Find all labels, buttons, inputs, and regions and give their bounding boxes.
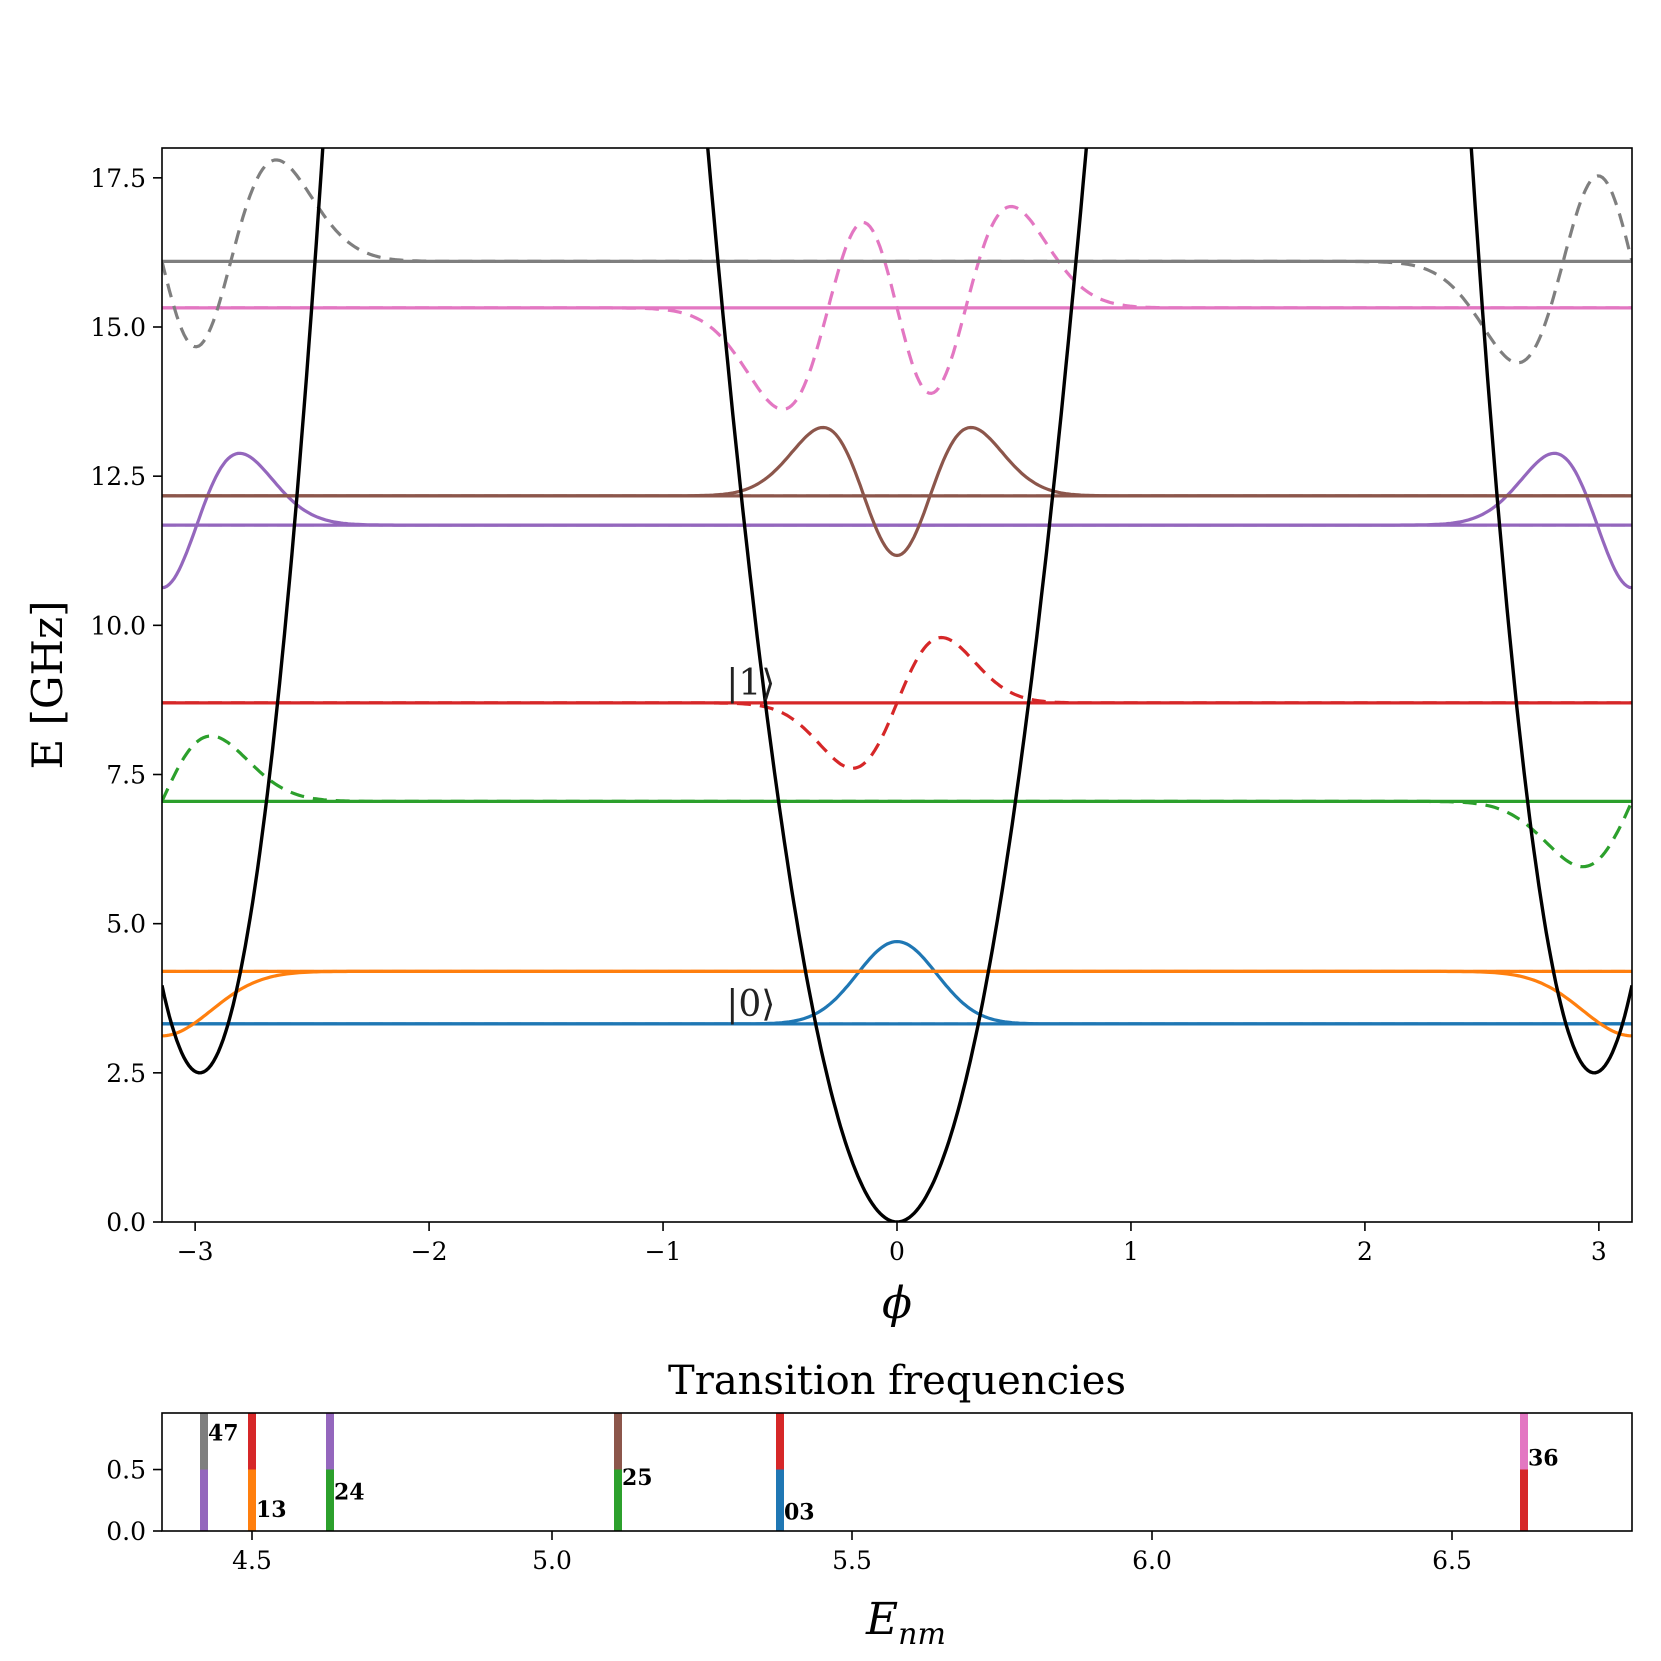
main-y-tick-label: 2.5 <box>106 1059 146 1088</box>
main-y-tick-label: 10.0 <box>90 611 146 640</box>
main-y-tick-label: 12.5 <box>90 462 146 491</box>
transition-y-tick-label: 0.5 <box>106 1456 146 1485</box>
main-x-tick-label: 1 <box>1123 1237 1139 1266</box>
main-x-axis-label: ϕ <box>882 1278 912 1329</box>
potential-curve <box>162 148 1632 1222</box>
transition-label-03: 03 <box>784 1499 815 1525</box>
transition-x-tick-label: 5.0 <box>532 1546 572 1575</box>
main-curves <box>162 148 1632 1222</box>
main-x-tick-label: −3 <box>177 1237 214 1266</box>
transition-x-axis-label-sub: nm <box>898 1617 946 1652</box>
transition-label-25: 25 <box>622 1465 653 1491</box>
state-label: |1⟩ <box>726 663 775 704</box>
transition-y-ticks: 0.0 0.5 <box>106 1456 162 1546</box>
main-y-tick-label: 0.0 <box>106 1208 146 1237</box>
state-label: |0⟩ <box>726 984 775 1025</box>
main-y-tick-label: 17.5 <box>90 164 146 193</box>
wavefunction-0 <box>162 939 1632 1026</box>
main-x-tick-label: −2 <box>411 1237 448 1266</box>
wavefunction-6 <box>162 204 1632 411</box>
transition-label-13: 13 <box>256 1497 287 1523</box>
wavefunction-5 <box>162 425 1632 558</box>
wavefunction-4 <box>162 451 1632 590</box>
wavefunction-3 <box>162 635 1632 770</box>
main-y-tick-label: 7.5 <box>106 761 146 790</box>
transition-labels: 47 13 24 25 03 36 <box>208 1421 1559 1526</box>
main-x-tick-label: −1 <box>645 1237 682 1266</box>
transition-title: Transition frequencies <box>668 1358 1126 1404</box>
main-y-tick-label: 5.0 <box>106 910 146 939</box>
transition-x-tick-label: 6.0 <box>1132 1546 1172 1575</box>
main-x-ticks: −3 −2 −1 0 1 2 3 <box>177 1222 1607 1266</box>
transition-label-36: 36 <box>1528 1445 1559 1471</box>
transition-frequencies-plot: Transition frequencies 4.5 5.0 5.5 6.0 6.5 0… <box>106 1358 1633 1652</box>
wavefunction-1 <box>162 969 1632 1038</box>
transition-plot-frame <box>161 1412 1633 1532</box>
transition-x-tick-label: 4.5 <box>232 1546 272 1575</box>
wavefunction-2 <box>162 734 1632 869</box>
main-y-axis-label: E [GHz] <box>23 600 72 769</box>
transition-y-tick-label: 0.0 <box>106 1517 146 1546</box>
main-y-ticks: 0.0 2.5 5.0 7.5 10.0 12.5 15.0 17.5 <box>90 164 162 1237</box>
transition-x-ticks: 4.5 5.0 5.5 6.0 6.5 <box>232 1531 1472 1575</box>
transition-x-tick-label: 5.5 <box>832 1546 872 1575</box>
transition-bars <box>200 1413 1528 1531</box>
transition-x-axis-label-main: E <box>865 1594 898 1645</box>
main-y-tick-label: 15.0 <box>90 313 146 342</box>
main-x-tick-label: 2 <box>1357 1237 1373 1266</box>
energy-levels-plot: −3 −2 −1 0 1 2 3 0.02.55.07.510.012.515.017.5 … <box>23 147 1633 1329</box>
transition-x-axis-label: Enm <box>865 1594 946 1652</box>
transition-label-47: 47 <box>208 1421 239 1447</box>
transition-x-tick-label: 6.5 <box>1432 1546 1472 1575</box>
transition-label-24: 24 <box>334 1480 365 1506</box>
wavefunction-7 <box>162 158 1632 365</box>
main-x-tick-label: 0 <box>889 1237 905 1266</box>
main-x-tick-label: 3 <box>1591 1237 1607 1266</box>
main-annotations: |0⟩ |1⟩ <box>726 663 775 1025</box>
